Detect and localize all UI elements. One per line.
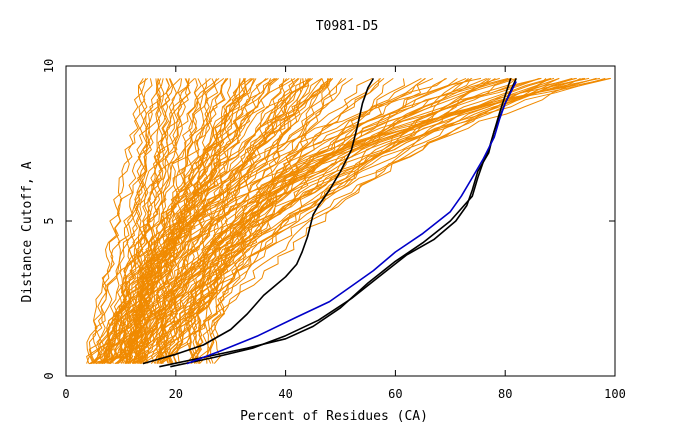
background-curve <box>101 78 382 364</box>
y-tick-label: 0 <box>42 372 56 379</box>
background-curve <box>88 78 164 364</box>
background-curve <box>156 77 500 364</box>
background-curve <box>99 78 190 364</box>
background-curve <box>160 78 491 365</box>
background-curve <box>120 78 190 364</box>
background-curve <box>103 78 191 364</box>
background-curve <box>198 77 517 364</box>
background-curve <box>116 78 196 365</box>
x-tick-label: 0 <box>62 387 69 401</box>
background-curve <box>139 77 434 365</box>
y-tick-label: 5 <box>42 217 56 224</box>
background-curve <box>136 78 229 364</box>
background-curve <box>139 78 380 364</box>
background-curve <box>139 78 326 364</box>
background-curve <box>125 78 247 364</box>
y-tick-label: 10 <box>42 59 56 73</box>
background-curve <box>110 78 162 364</box>
background-curve <box>108 77 353 364</box>
background-curve <box>98 78 253 364</box>
chart-title: T0981-D5 <box>316 19 379 34</box>
background-curve <box>95 78 310 365</box>
background-curve <box>136 78 199 364</box>
x-tick-label: 60 <box>388 387 402 401</box>
x-tick-label: 80 <box>498 387 512 401</box>
background-curve <box>146 77 422 364</box>
background-curve <box>116 78 153 364</box>
background-curve <box>160 77 487 364</box>
background-curve <box>90 78 267 365</box>
x-axis-label: Percent of Residues (CA) <box>240 409 428 424</box>
background-curve <box>126 78 296 364</box>
highlighted-curves <box>142 77 517 368</box>
background-curves <box>86 77 612 365</box>
background-curve <box>156 77 426 364</box>
background-curve <box>133 78 171 364</box>
series-line-model-black-1 <box>142 77 375 365</box>
background-curve <box>109 78 246 364</box>
background-curve <box>135 77 590 364</box>
x-tick-label: 100 <box>604 387 626 401</box>
background-curve <box>150 78 343 364</box>
background-curve <box>94 78 183 364</box>
background-curve <box>142 77 482 364</box>
background-curve <box>105 77 251 364</box>
background-curve <box>158 78 334 365</box>
x-tick-label: 40 <box>278 387 292 401</box>
background-curve <box>166 77 552 364</box>
series-line-model-blue <box>186 81 517 365</box>
background-curve <box>199 78 547 364</box>
background-curve <box>114 78 170 364</box>
background-curve <box>86 78 144 364</box>
axis-ticks: 0 20 40 60 80 100 0 5 10 <box>42 59 626 401</box>
y-axis-label: Distance Cutoff, A <box>20 161 35 302</box>
background-curve <box>158 77 512 364</box>
background-curve <box>88 78 220 364</box>
background-curve <box>89 77 290 365</box>
background-curve <box>151 78 385 364</box>
x-tick-label: 20 <box>169 387 183 401</box>
background-curve <box>86 78 147 364</box>
background-curve <box>190 77 584 364</box>
